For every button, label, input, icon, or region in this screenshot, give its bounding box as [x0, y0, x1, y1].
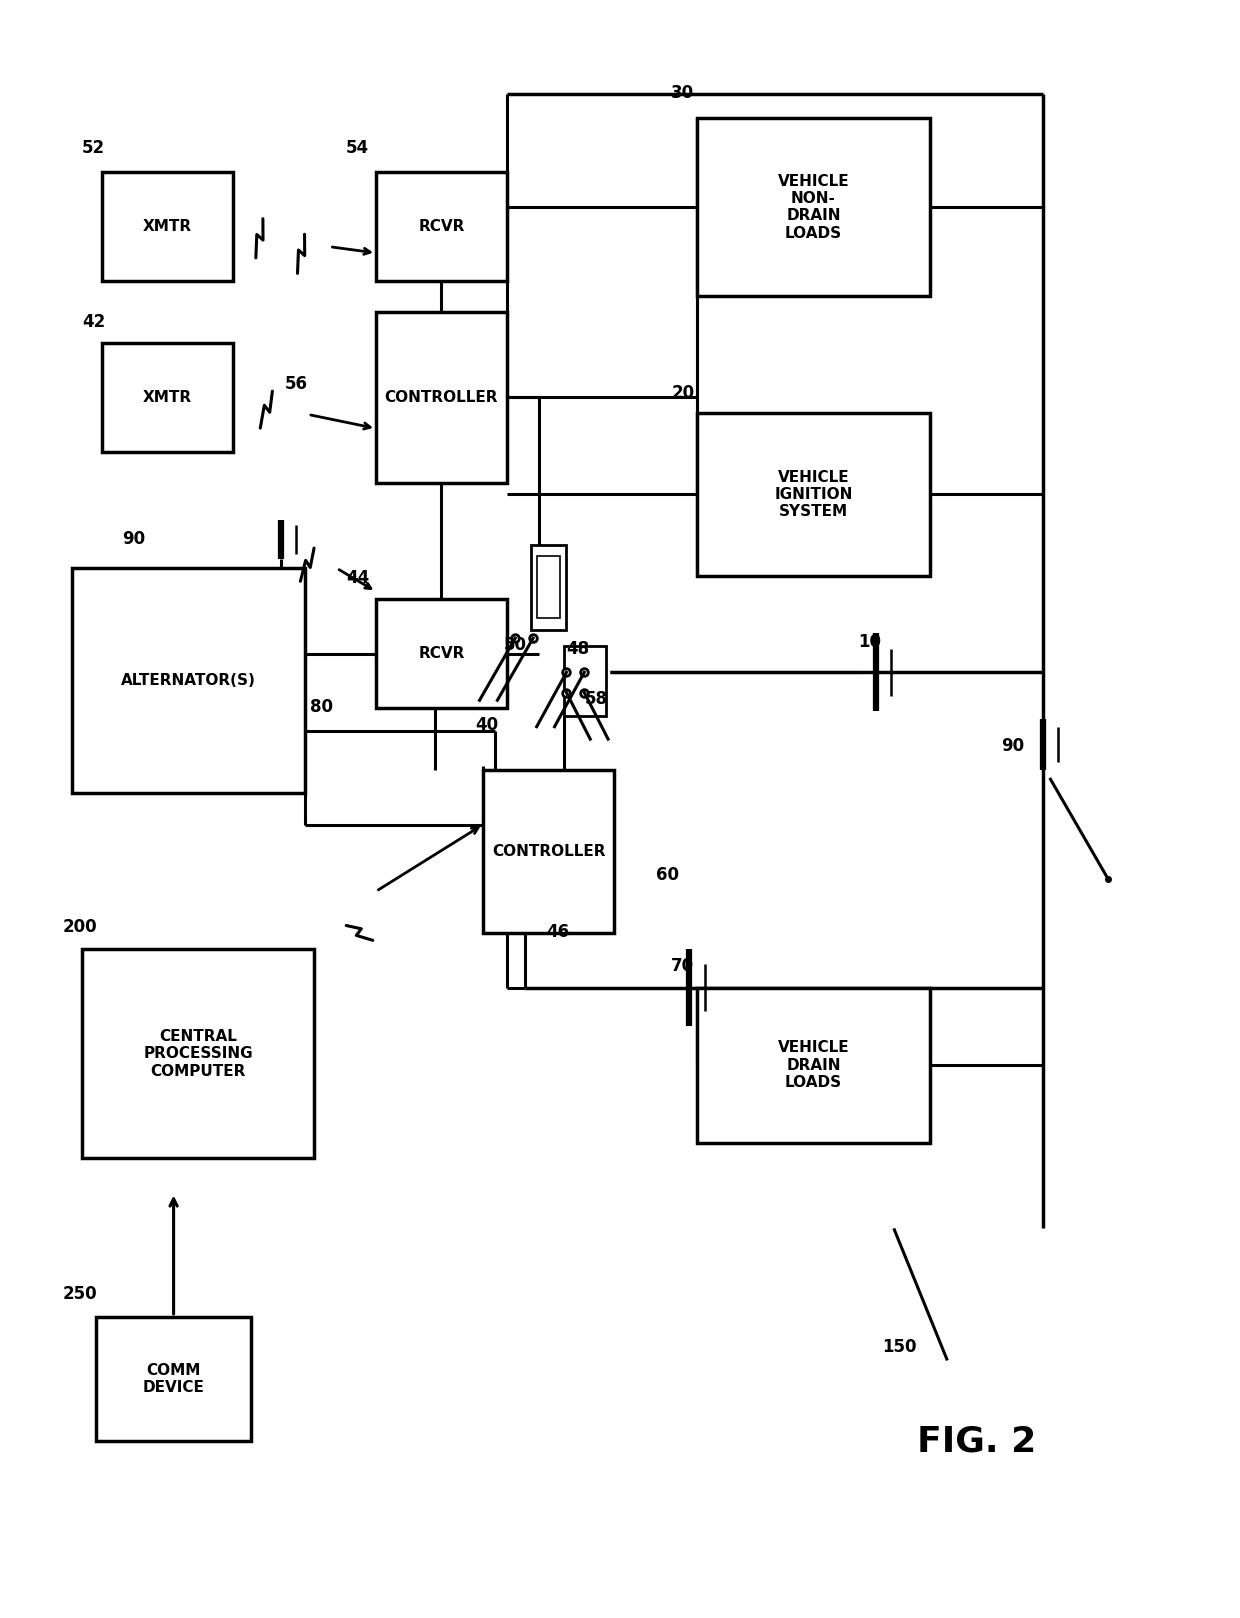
- Text: 90: 90: [123, 531, 145, 549]
- FancyBboxPatch shape: [376, 312, 507, 482]
- Text: 52: 52: [82, 139, 105, 157]
- Text: 56: 56: [284, 375, 308, 393]
- Text: 54: 54: [346, 139, 370, 157]
- Text: CONTROLLER: CONTROLLER: [492, 845, 605, 859]
- FancyBboxPatch shape: [697, 413, 930, 576]
- FancyBboxPatch shape: [697, 118, 930, 296]
- Text: 30: 30: [671, 84, 694, 102]
- Text: CONTROLLER: CONTROLLER: [384, 390, 498, 404]
- FancyBboxPatch shape: [376, 172, 507, 282]
- Text: 48: 48: [567, 641, 589, 659]
- Text: XMTR: XMTR: [143, 390, 192, 404]
- Text: 58: 58: [584, 689, 608, 709]
- Text: VEHICLE
IGNITION
SYSTEM: VEHICLE IGNITION SYSTEM: [774, 469, 853, 519]
- FancyBboxPatch shape: [537, 557, 560, 618]
- Text: ALTERNATOR(S): ALTERNATOR(S): [122, 673, 255, 688]
- FancyBboxPatch shape: [82, 948, 314, 1158]
- Text: 70: 70: [671, 958, 694, 976]
- Text: 60: 60: [656, 866, 678, 883]
- Text: 150: 150: [882, 1338, 916, 1356]
- Text: 42: 42: [82, 312, 105, 330]
- FancyBboxPatch shape: [484, 770, 614, 934]
- Text: FIG. 2: FIG. 2: [918, 1424, 1037, 1458]
- Text: RCVR: RCVR: [418, 646, 465, 662]
- Text: 20: 20: [671, 383, 694, 401]
- FancyBboxPatch shape: [376, 599, 507, 709]
- Text: 40: 40: [475, 717, 498, 735]
- Text: 250: 250: [63, 1285, 98, 1302]
- Text: CENTRAL
PROCESSING
COMPUTER: CENTRAL PROCESSING COMPUTER: [143, 1029, 253, 1079]
- Text: XMTR: XMTR: [143, 218, 192, 235]
- Text: 46: 46: [546, 922, 569, 942]
- FancyBboxPatch shape: [72, 568, 305, 793]
- FancyBboxPatch shape: [102, 343, 233, 451]
- Text: 90: 90: [1001, 736, 1024, 754]
- Text: COMM
DEVICE: COMM DEVICE: [143, 1362, 205, 1395]
- Text: 50: 50: [503, 636, 526, 654]
- Text: 200: 200: [63, 919, 98, 937]
- FancyBboxPatch shape: [697, 987, 930, 1142]
- Text: 44: 44: [346, 570, 370, 587]
- Text: VEHICLE
NON-
DRAIN
LOADS: VEHICLE NON- DRAIN LOADS: [777, 173, 849, 241]
- Text: 10: 10: [858, 633, 882, 650]
- FancyBboxPatch shape: [97, 1317, 250, 1442]
- FancyBboxPatch shape: [531, 545, 567, 631]
- Text: RCVR: RCVR: [418, 218, 465, 235]
- Text: VEHICLE
DRAIN
LOADS: VEHICLE DRAIN LOADS: [777, 1040, 849, 1091]
- FancyBboxPatch shape: [564, 646, 605, 715]
- FancyBboxPatch shape: [102, 172, 233, 282]
- Text: 80: 80: [310, 697, 334, 715]
